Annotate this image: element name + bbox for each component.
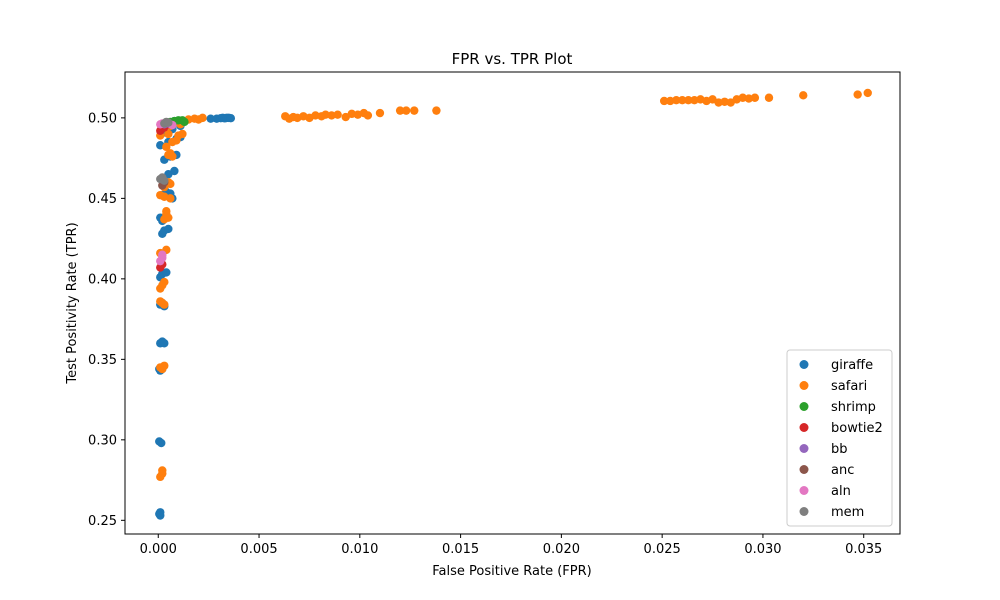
x-tick-label: 0.010 — [341, 542, 378, 557]
point-safari-21 — [166, 194, 175, 203]
point-giraffe-19 — [164, 224, 173, 234]
point-giraffe-42 — [206, 114, 215, 123]
point-safari-81 — [853, 90, 862, 99]
plot-frame — [124, 71, 901, 535]
point-safari-67 — [684, 95, 693, 105]
point-safari-5 — [160, 361, 169, 370]
x-tick-label: 0.035 — [845, 542, 882, 557]
legend-marker-giraffe — [799, 360, 809, 369]
x-tick-label: 0.030 — [744, 542, 781, 557]
point-aln-2 — [158, 250, 167, 259]
point-safari-59 — [395, 106, 405, 115]
y-axis-label: Test Positivity Rate (TPR) — [65, 222, 80, 384]
point-shrimp-4 — [180, 117, 189, 127]
y-tick-label: 0.50 — [88, 111, 117, 126]
legend-label-shrimp: shrimp — [831, 400, 876, 415]
point-safari-28 — [162, 142, 171, 152]
y-tick-label: 0.40 — [88, 272, 117, 287]
point-safari-52 — [333, 110, 342, 119]
series-shrimp — [166, 116, 189, 127]
x-axis-label: False Positive Rate (FPR) — [432, 564, 591, 579]
x-axis: 0.000 0.005 0.010 0.015 0.020 0.025 0.030 0.035 — [140, 534, 882, 557]
point-safari-18 — [162, 207, 171, 216]
legend-marker-bb — [799, 444, 809, 453]
x-tick-label: 0.000 — [140, 542, 177, 557]
point-safari-2 — [158, 466, 167, 475]
point-safari-79 — [764, 93, 774, 102]
y-axis: 0.25 0.30 0.35 0.40 0.45 0.50 — [88, 111, 125, 529]
legend: giraffe safari shrimp bowtie2 bb anc aln mem — [786, 349, 893, 527]
point-giraffe-2 — [156, 511, 165, 520]
point-safari-78 — [750, 93, 760, 102]
point-safari-61 — [410, 106, 419, 115]
x-tick-label: 0.025 — [644, 542, 681, 557]
point-safari-32 — [164, 129, 173, 139]
chart-title: FPR vs. TPR Plot — [452, 50, 573, 68]
legend-label-safari: safari — [831, 379, 867, 394]
series-giraffe — [155, 113, 236, 520]
legend-marker-mem — [799, 507, 809, 516]
point-safari-57 — [363, 111, 373, 120]
point-safari-62 — [432, 106, 441, 115]
point-giraffe-16 — [162, 268, 171, 277]
point-safari-34 — [178, 129, 187, 139]
series-mem — [156, 117, 173, 185]
point-safari-8 — [160, 300, 169, 309]
legend-marker-aln — [799, 486, 809, 495]
x-tick-label: 0.005 — [240, 542, 277, 557]
point-safari-58 — [375, 108, 385, 118]
point-safari-60 — [401, 106, 411, 115]
legend-label-anc: anc — [831, 463, 854, 478]
legend-label-aln: aln — [831, 484, 851, 499]
point-mem-5 — [164, 118, 173, 127]
point-safari-11 — [160, 277, 169, 287]
y-tick-label: 0.35 — [88, 353, 117, 368]
point-safari-80 — [799, 91, 808, 100]
point-mem-2 — [160, 176, 169, 185]
legend-marker-anc — [799, 465, 809, 474]
x-tick-label: 0.015 — [442, 542, 479, 557]
legend-label-giraffe: giraffe — [831, 358, 873, 373]
point-safari-41 — [198, 113, 207, 123]
point-giraffe-4 — [157, 438, 166, 448]
point-safari-27 — [168, 152, 177, 161]
point-giraffe-10 — [160, 339, 169, 348]
legend-label-bowtie2: bowtie2 — [831, 421, 883, 436]
y-tick-label: 0.30 — [88, 433, 117, 448]
y-tick-label: 0.25 — [88, 514, 117, 529]
legend-label-mem: mem — [831, 505, 864, 520]
point-safari-66 — [678, 95, 687, 105]
point-giraffe-28 — [170, 166, 179, 176]
point-safari-65 — [672, 95, 681, 105]
point-giraffe-49 — [226, 114, 236, 123]
legend-label-bb: bb — [831, 442, 848, 457]
point-safari-82 — [863, 88, 872, 98]
x-tick-label: 0.020 — [543, 542, 580, 557]
legend-box — [786, 349, 893, 527]
points-layer — [155, 88, 872, 520]
legend-marker-shrimp — [799, 402, 809, 411]
point-safari-17 — [164, 213, 173, 222]
legend-marker-safari — [799, 381, 809, 390]
point-safari-63 — [659, 96, 669, 106]
legend-marker-bowtie2 — [799, 423, 809, 432]
y-tick-label: 0.45 — [88, 192, 117, 207]
series-safari — [156, 88, 872, 482]
